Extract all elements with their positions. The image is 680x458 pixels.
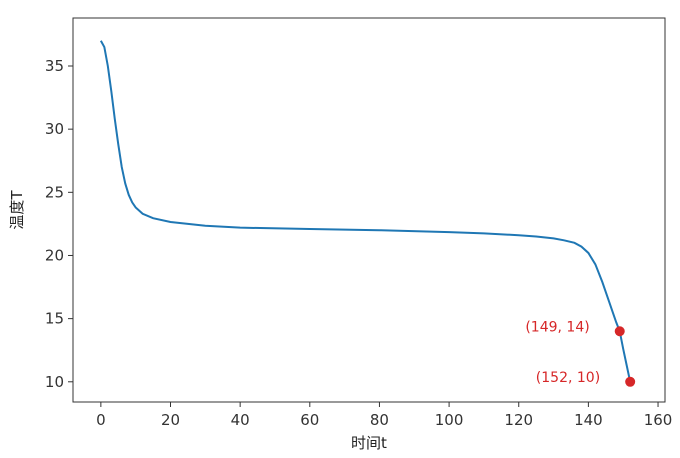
x-axis-ticks: 0 20 40 60 80 100 120 140 160 [96,402,672,429]
x-tick-label: 100 [435,411,464,429]
series-line [99,40,632,382]
plot-frame [72,17,666,403]
y-tick-label: 30 [45,120,64,138]
x-tick-label: 60 [300,411,319,429]
annotation-label: (152, 10) [536,370,600,386]
y-tick-label: 20 [45,246,64,264]
y-axis-ticks: 10 15 20 25 30 35 [45,57,73,391]
annotation-point [614,326,625,337]
x-tick-label: 0 [96,411,106,429]
x-tick-label: 120 [504,411,533,429]
y-tick-label: 10 [45,373,64,391]
x-tick-label: 160 [644,411,673,429]
x-axis-label: 时间t [351,434,387,452]
y-tick-label: 35 [45,57,64,75]
x-tick-label: 80 [370,411,389,429]
annotation-point [625,376,636,387]
y-tick-label: 15 [45,310,64,328]
y-tick-label: 25 [45,183,64,201]
x-tick-label: 140 [574,411,603,429]
annotations: (149, 14) (152, 10) [525,319,636,387]
x-tick-label: 40 [231,411,250,429]
y-axis-label: 温度T [8,190,26,230]
annotation-label: (149, 14) [525,319,589,335]
x-tick-label: 20 [161,411,180,429]
